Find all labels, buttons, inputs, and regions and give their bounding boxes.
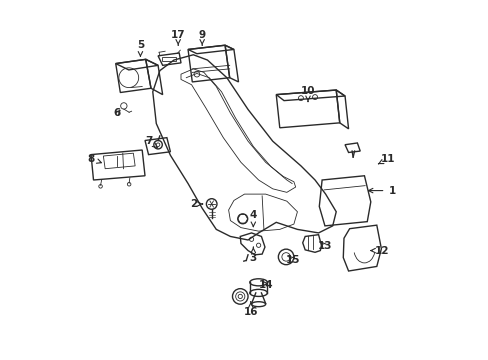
Text: 11: 11 [378, 154, 395, 164]
Text: 3: 3 [249, 247, 256, 262]
Text: 15: 15 [285, 256, 300, 265]
Text: 7: 7 [145, 136, 158, 148]
Text: 13: 13 [317, 241, 331, 251]
Text: 8: 8 [87, 154, 101, 164]
Text: 4: 4 [249, 210, 257, 226]
Text: 5: 5 [137, 40, 144, 56]
Text: 1: 1 [368, 186, 395, 195]
Text: 9: 9 [198, 30, 205, 45]
Text: 2: 2 [189, 199, 202, 209]
Bar [161, 57, 175, 61]
Text: 6: 6 [114, 108, 121, 118]
Text: 16: 16 [243, 302, 258, 317]
Text: 10: 10 [300, 86, 315, 102]
Text: 17: 17 [170, 30, 185, 45]
Text: 14: 14 [258, 280, 272, 290]
Text: 12: 12 [370, 246, 388, 256]
